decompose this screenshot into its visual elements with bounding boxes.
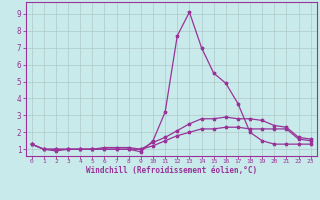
- X-axis label: Windchill (Refroidissement éolien,°C): Windchill (Refroidissement éolien,°C): [86, 166, 257, 175]
